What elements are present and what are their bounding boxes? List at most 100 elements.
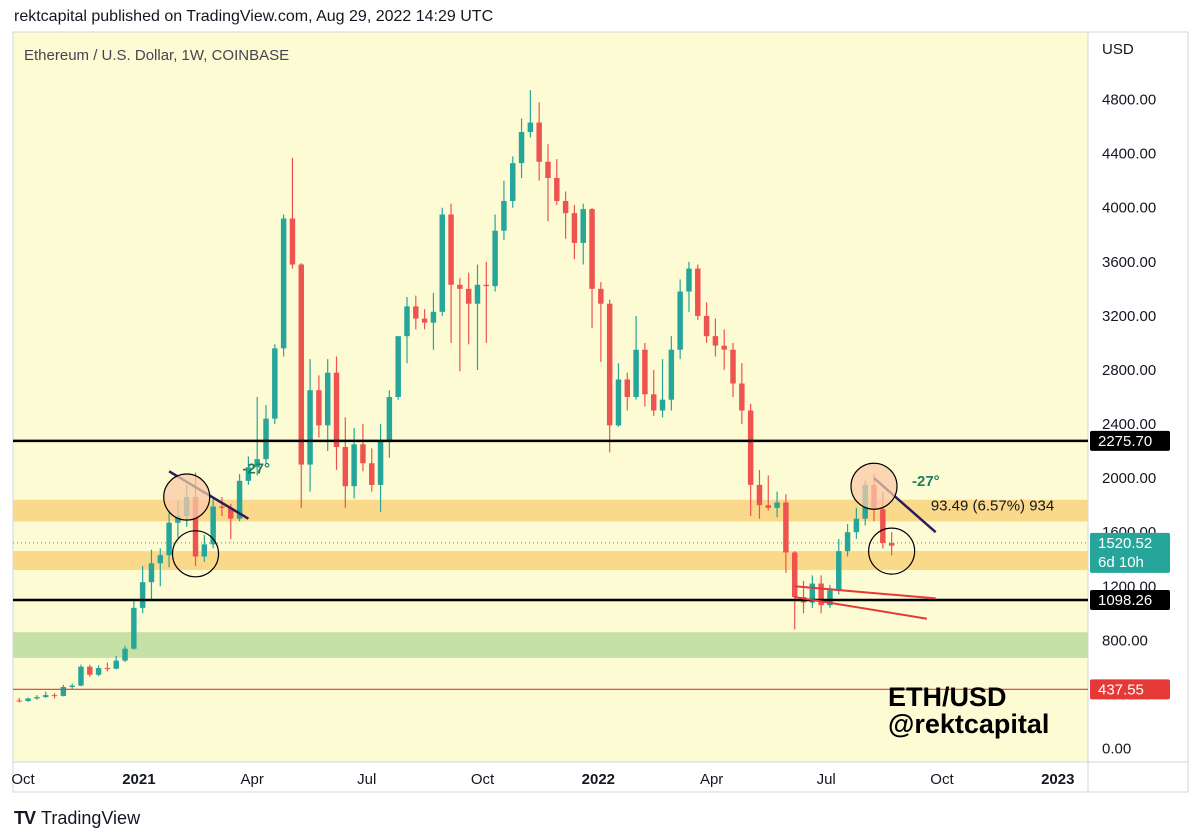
x-tick-label: 2023 <box>1041 771 1074 788</box>
candle-body <box>219 506 225 508</box>
candle-body <box>113 660 119 669</box>
candle-body <box>166 522 172 556</box>
candle-body <box>712 336 719 346</box>
candle-body <box>210 506 216 545</box>
candle-body <box>483 284 490 287</box>
candle-body <box>888 543 895 546</box>
candle-body <box>25 698 31 701</box>
candle-body <box>880 509 886 543</box>
candle-body <box>774 502 780 508</box>
y-tick-label: 2400.00 <box>1102 416 1156 433</box>
candle-body <box>148 563 155 583</box>
candle-body <box>465 288 472 304</box>
level-price-label: 437.55 <box>1098 681 1144 698</box>
candle-body <box>791 552 798 598</box>
candle-body <box>510 163 516 201</box>
candle-body <box>598 288 604 304</box>
candle-body <box>457 284 463 289</box>
candle-body <box>245 467 252 481</box>
measure-label: 93.49 (6.57%) 934 <box>931 497 1054 514</box>
y-tick-label: 2000.00 <box>1102 470 1156 487</box>
candle-body <box>139 582 146 608</box>
wedge-line <box>794 585 936 600</box>
candle-body <box>95 668 102 675</box>
tradingview-brand[interactable]: TradingView <box>41 808 141 828</box>
candle-body <box>501 200 507 231</box>
x-tick-label: 2022 <box>582 771 615 788</box>
candle-body <box>756 484 763 506</box>
candle-body <box>853 518 860 533</box>
candle-body <box>351 444 357 487</box>
candle-body <box>633 349 639 397</box>
candle-body <box>527 122 534 133</box>
candle-body <box>818 583 824 606</box>
candle-body <box>131 607 137 649</box>
candle-body <box>360 444 366 464</box>
candle-body <box>615 379 622 426</box>
candle-body <box>87 666 93 675</box>
candle-body <box>42 695 49 698</box>
candle-body <box>228 507 234 519</box>
candle-body <box>721 345 727 350</box>
candle-body <box>545 161 551 178</box>
highlight-circle-filled <box>163 473 211 521</box>
tradingview-logo-icon[interactable]: TV <box>14 808 36 828</box>
candle-body <box>580 209 586 243</box>
candle-body <box>606 303 613 426</box>
candle-body <box>386 397 393 441</box>
candle-body <box>69 685 75 687</box>
candle-body <box>809 583 816 603</box>
candle-body <box>589 209 595 289</box>
candle-body <box>562 200 569 214</box>
candle-body <box>650 394 657 411</box>
level-price-tag <box>1090 430 1170 451</box>
candle-body <box>51 695 58 697</box>
y-tick-label: 0.00 <box>1102 740 1131 757</box>
candle-body <box>192 497 199 557</box>
wedge-line <box>794 596 928 620</box>
candle-body <box>413 306 419 319</box>
candle-body <box>686 268 692 292</box>
chart-frame <box>12 31 1189 793</box>
candle-body <box>175 515 181 523</box>
candle-body <box>677 291 683 350</box>
candle-body <box>659 399 666 411</box>
y-tick-label: 3200.00 <box>1102 308 1156 325</box>
candle-body <box>395 336 401 397</box>
candle-body <box>78 666 84 686</box>
level-price-tag <box>1090 590 1170 611</box>
level-price-label: 1098.26 <box>1098 592 1152 609</box>
candle-body <box>16 700 23 702</box>
level-price-label: 2275.70 <box>1098 433 1152 450</box>
current-price-label: 1520.52 <box>1098 535 1152 552</box>
x-tick-label: Oct <box>471 771 495 788</box>
chart-title: Ethereum / U.S. Dollar, 1W, COINBASE <box>24 47 289 64</box>
candle-body <box>333 372 340 448</box>
countdown-label: 6d 10h <box>1098 554 1144 571</box>
y-tick-label: 4800.00 <box>1102 92 1156 109</box>
currency-label: USD <box>1102 41 1134 58</box>
x-tick-label: Jul <box>817 771 836 788</box>
angle-annotation: -27° <box>912 473 940 490</box>
candle-body <box>827 590 833 606</box>
candle-body <box>298 264 304 465</box>
publish-info: rektcapital published on TradingView.com… <box>14 8 494 25</box>
y-tick-label: 2800.00 <box>1102 362 1156 379</box>
highlight-circle-filled <box>850 462 898 510</box>
x-tick-label: Apr <box>240 771 263 788</box>
candle-body <box>421 318 428 323</box>
candle-body <box>272 348 278 419</box>
orange-zone <box>13 551 1088 571</box>
candle-body <box>668 349 675 400</box>
candle-body <box>703 315 710 337</box>
candle-body <box>439 214 445 312</box>
footer: TV TradingView <box>14 808 140 829</box>
candle-body <box>34 697 40 699</box>
candle-body <box>518 132 525 164</box>
candle-body <box>369 463 375 485</box>
candle-body <box>236 480 243 519</box>
candle-body <box>342 447 349 487</box>
highlight-circle <box>868 527 916 575</box>
x-tick-label: Oct <box>930 771 954 788</box>
